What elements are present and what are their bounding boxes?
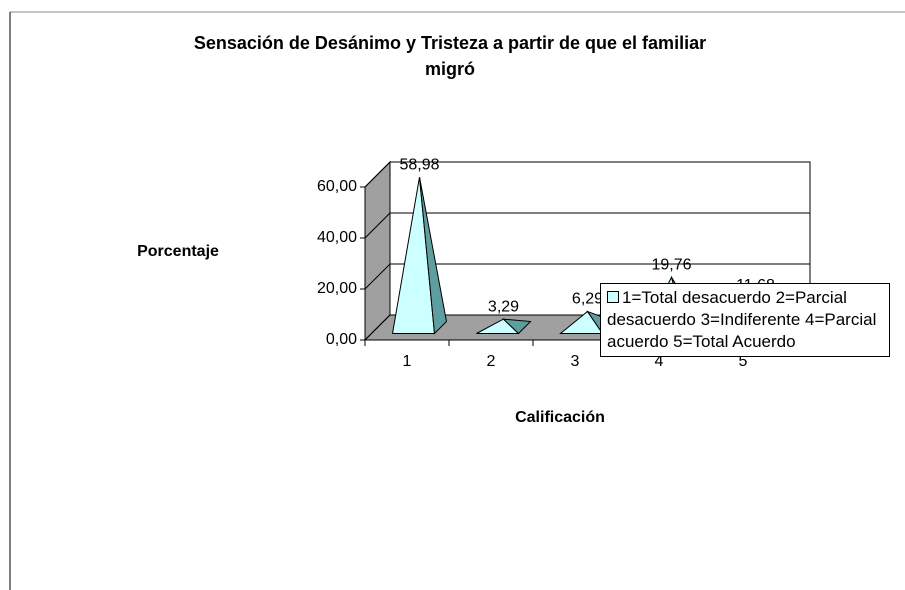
pyramid xyxy=(391,177,448,335)
x-tick-label: 2 xyxy=(487,353,496,370)
x-tick-label: 4 xyxy=(655,353,664,370)
pyramid xyxy=(476,318,532,335)
y-axis-label: Porcentaje xyxy=(137,243,219,260)
side-wall xyxy=(364,160,391,342)
x-tick-label: 5 xyxy=(739,353,748,370)
data-label: 3,29 xyxy=(488,298,519,315)
x-axis-label: Calificación xyxy=(515,409,605,426)
data-label: 58,98 xyxy=(399,156,439,173)
data-label: 19,76 xyxy=(651,256,691,273)
y-tick-label: 60,00 xyxy=(317,178,357,195)
y-tick-label: 0,00 xyxy=(326,331,357,348)
pyramid-side xyxy=(502,318,532,335)
y-tick-label: 20,00 xyxy=(317,280,357,297)
legend: 1=Total desacuerdo 2=Parcial desacuerdo … xyxy=(600,283,890,357)
y-tick-label: 40,00 xyxy=(317,229,357,246)
x-tick-label: 3 xyxy=(571,353,580,370)
title-box: Sensación de Desánimo y Tristeza a parti… xyxy=(193,33,707,79)
grid-line xyxy=(364,161,810,188)
grid-line xyxy=(364,212,810,239)
legend-label: 1=Total desacuerdo 2=Parcial desacuerdo … xyxy=(607,288,877,351)
pyramid-side xyxy=(419,177,448,335)
legend-swatch xyxy=(607,291,619,303)
chart-title: Sensación de Desánimo y Tristeza a parti… xyxy=(193,33,707,79)
x-tick-label: 1 xyxy=(403,353,412,370)
grid-line xyxy=(364,263,810,290)
data-label: 6,29 xyxy=(572,291,603,308)
